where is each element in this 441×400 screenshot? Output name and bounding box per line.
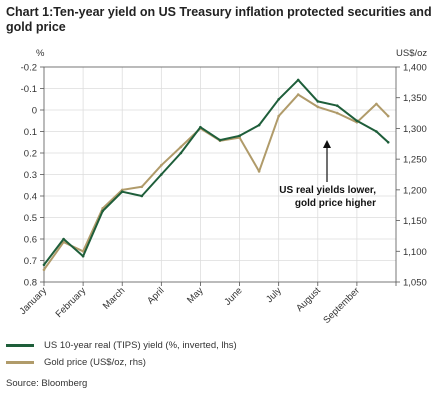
series-line-tips-yield	[43, 78, 390, 266]
right-axis-unit: US$/oz	[396, 48, 427, 59]
tips-yield-point	[199, 125, 202, 129]
gold-price-point	[277, 114, 281, 118]
legend-label-tips-yield: US 10-year real (TIPS) yield (%, inverte…	[44, 340, 237, 351]
tips-yield-point	[277, 98, 281, 101]
legend-item-gold-price: Gold price (US$/oz, rhs)	[6, 354, 237, 371]
tips-yield-point	[160, 173, 163, 176]
month-label: August	[294, 285, 323, 314]
tips-yield-point	[62, 237, 65, 241]
month-label: January	[17, 285, 49, 317]
left-tick-label: 0.4	[24, 192, 37, 203]
gold-price-point	[316, 105, 320, 109]
series-line-gold-price	[43, 93, 390, 271]
month-axis-ticks: January February March April May June July Augu…	[17, 282, 397, 326]
month-label: September	[321, 285, 362, 326]
gold-price-point	[42, 268, 46, 272]
right-tick-label: 1,050	[403, 278, 427, 289]
gold-price-point	[120, 188, 124, 192]
right-tick-label: 1,250	[403, 155, 427, 166]
right-tick-label: 1,100	[403, 247, 427, 258]
gold-price-point	[386, 114, 390, 118]
month-label: February	[54, 285, 89, 320]
source-note: Source: Bloomberg	[6, 378, 88, 389]
right-tick-label: 1,200	[403, 185, 427, 196]
month-label: March	[101, 285, 127, 311]
tips-yield-point	[375, 130, 378, 133]
tips-yield-point	[316, 100, 320, 103]
month-label: June	[222, 285, 244, 307]
month-label: May	[185, 285, 206, 306]
month-label: April	[145, 285, 166, 306]
tips-yield-point	[386, 141, 390, 144]
gold-price-point	[160, 164, 163, 167]
tips-yield-point	[120, 190, 124, 193]
gold-price-point	[257, 170, 261, 173]
legend-item-tips-yield: US 10-year real (TIPS) yield (%, inverte…	[6, 337, 237, 354]
gold-price-point	[336, 111, 339, 115]
gold-price-point	[81, 250, 85, 253]
left-axis-unit: %	[36, 48, 45, 59]
left-tick-label: -0.1	[21, 84, 37, 95]
tips-yield-point	[257, 123, 261, 127]
plot-frame	[43, 66, 397, 283]
left-tick-label: 0.1	[24, 127, 37, 138]
right-tick-label: 1,400	[403, 63, 427, 74]
left-tick-label: -0.2	[21, 63, 37, 74]
legend-swatch-gold-price	[6, 361, 34, 364]
tips-yield-point	[140, 194, 144, 198]
left-tick-label: 0.8	[24, 278, 37, 289]
tips-yield-point	[238, 134, 241, 138]
right-tick-label: 1,300	[403, 124, 427, 135]
gridlines	[44, 67, 396, 282]
left-tick-label: 0	[32, 106, 37, 117]
left-tick-label: 0.5	[24, 213, 37, 224]
tips-yield-point	[218, 138, 222, 142]
left-tick-label: 0.7	[24, 256, 37, 267]
tips-yield-point	[81, 254, 85, 258]
gold-price-point	[375, 102, 378, 106]
left-tick-label: 0.2	[24, 149, 37, 160]
annotation-line-1: US real yields lower,	[279, 185, 376, 196]
right-tick-label: 1,350	[403, 93, 427, 104]
gold-price-point	[179, 145, 183, 149]
tips-yield-point	[101, 209, 104, 213]
right-tick-label: 1,150	[403, 216, 427, 227]
tips-yield-point	[179, 151, 183, 155]
legend-swatch-tips-yield	[6, 344, 34, 347]
right-axis-ticks: 1,400 1,350 1,300 1,250 1,200 1,150 1,100 1,050	[396, 63, 427, 289]
tips-yield-point	[42, 263, 46, 267]
month-label: July	[264, 285, 284, 305]
chart-title: Chart 1:Ten-year yield on US Treasury in…	[6, 5, 432, 34]
tips-yield-point	[355, 119, 359, 123]
tips-yield-point	[296, 78, 300, 82]
left-tick-label: 0.3	[24, 170, 37, 181]
tips-yield-point	[336, 104, 339, 107]
gold-price-point	[296, 93, 300, 96]
left-axis-ticks: -0.2 -0.1 0 0.1 0.2 0.3 0.4 0.5 0.6 0.7 0.8	[21, 63, 44, 289]
series-layer	[42, 78, 390, 272]
annotation-line-2: gold price higher	[295, 198, 376, 209]
chart-legend: US 10-year real (TIPS) yield (%, inverte…	[6, 337, 237, 371]
gold-price-point	[140, 185, 144, 189]
legend-label-gold-price: Gold price (US$/oz, rhs)	[44, 357, 146, 368]
annotation-arrow-head	[323, 140, 331, 148]
left-tick-label: 0.6	[24, 235, 37, 246]
